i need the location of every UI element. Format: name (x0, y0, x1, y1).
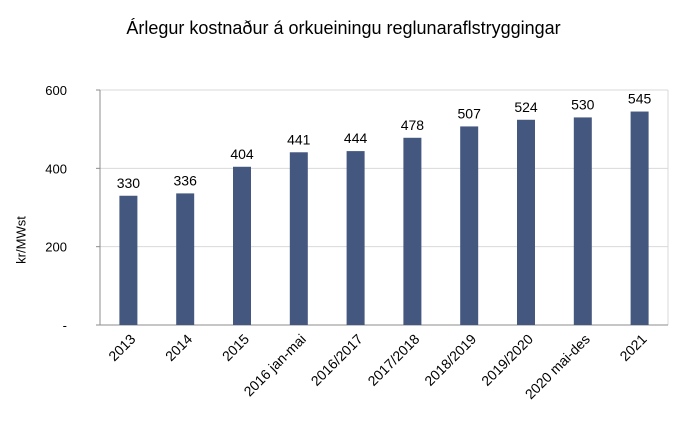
y-tick-label: 200 (45, 240, 67, 255)
chart-title: Árlegur kostnaður á orkueiningu reglunar… (126, 18, 561, 38)
bar (176, 193, 195, 325)
bar (460, 126, 479, 325)
x-tick-label: 2014 (162, 331, 195, 364)
data-label: 444 (344, 130, 368, 146)
y-tick-label: 400 (45, 161, 67, 176)
data-label: 530 (571, 96, 595, 112)
grid-lines (100, 89, 669, 325)
bar (289, 152, 308, 325)
data-label: 478 (401, 117, 425, 133)
x-tick-label: 2018/2019 (421, 331, 479, 389)
data-label: 336 (174, 172, 198, 188)
x-tick-label: 2013 (105, 331, 138, 364)
data-label: 545 (628, 91, 652, 107)
bar (403, 137, 422, 325)
bar (233, 166, 251, 325)
x-tick-label: 2016/2017 (308, 331, 366, 389)
y-tick-label: 600 (45, 83, 67, 98)
x-tick-label: 2017/2018 (364, 331, 422, 389)
data-label: 330 (117, 175, 141, 191)
bar (346, 151, 365, 325)
data-label: 404 (230, 146, 254, 162)
data-label: 441 (287, 131, 311, 147)
axes (96, 89, 668, 326)
y-tick-label: - (63, 318, 67, 333)
bar (630, 111, 649, 326)
x-tick-label: 2019/2020 (478, 331, 536, 389)
data-label: 524 (514, 99, 538, 115)
x-tick-label: 2015 (219, 331, 252, 364)
bar (573, 117, 592, 326)
bar (517, 119, 535, 326)
x-tick-label: 2021 (616, 331, 649, 364)
bars (119, 111, 649, 326)
bar (119, 195, 138, 325)
data-label: 507 (458, 105, 482, 121)
